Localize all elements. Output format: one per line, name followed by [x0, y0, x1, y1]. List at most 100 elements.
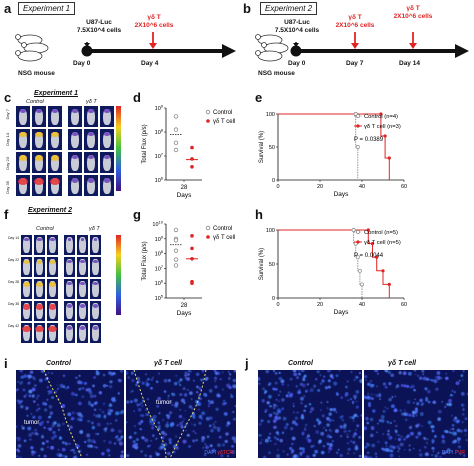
micro-j-treated-image: DAPI PVR [364, 370, 468, 458]
mouse-image-tile [34, 301, 45, 321]
control-step-marker [355, 145, 360, 149]
micro-j-legend-marker: PVR [454, 450, 465, 456]
mouse-image-tile [48, 175, 62, 196]
treated-point [190, 234, 194, 238]
treated-point [190, 165, 194, 169]
control-step-marker [355, 255, 360, 260]
panel-d-label: d [133, 90, 141, 105]
treated-point [190, 246, 194, 251]
micro-i-legend-dapi: DAPI [204, 450, 217, 456]
mouse-image-tile [100, 129, 114, 150]
control-survival-line [278, 229, 363, 298]
mouse-group-icon [255, 34, 289, 62]
treated-step-marker [381, 269, 385, 273]
micro-j-control-image [258, 370, 362, 458]
mouse-image-tile [68, 175, 82, 196]
y-tick-label: 109 [155, 104, 164, 113]
control-step-marker [351, 228, 356, 232]
treated-step-marker [387, 282, 391, 286]
y-tick-label: 109 [155, 234, 164, 243]
imaging-c-day-1: Day 14 [5, 133, 10, 146]
mouse-image-tile [77, 301, 88, 321]
microscopy-nuclei [16, 370, 124, 458]
mouse-image-tile [68, 152, 82, 173]
imaging-f-day-3: Day 35 [8, 302, 20, 306]
micro-j-treated: γδ T cell [388, 360, 417, 367]
control-point [173, 114, 179, 119]
exp2-day14: Day 14 [399, 60, 420, 67]
y-tick-label: 0 [272, 178, 275, 184]
legend-control-label: Control (n=4) [364, 114, 398, 120]
y-axis-label: Total Flux (p/s) [142, 241, 148, 280]
x-tick-label: 28 [181, 303, 188, 309]
day0-marker [81, 45, 93, 57]
p-value-label: P = 0.0389 [354, 137, 384, 143]
y-tick-label: 107 [155, 264, 164, 273]
microscopy-nuclei [258, 370, 362, 458]
colorscale-bar [116, 106, 121, 191]
panel-h-label: h [255, 207, 263, 222]
y-tick-label: 108 [155, 249, 164, 258]
mouse-image-tile [64, 323, 75, 343]
panel-a-label: a [4, 1, 12, 16]
mouse-image-tile [47, 257, 58, 277]
y-tick-label: 100 [266, 228, 275, 234]
control-point [173, 257, 179, 262]
mouse-image-tile [16, 175, 30, 196]
x-tick-label: 60 [401, 184, 407, 190]
mouse-image-tile [32, 106, 46, 127]
exp1-cells-line2: 7.5X10^4 cells [76, 27, 122, 34]
imaging-c-treated: γδ T [86, 99, 97, 105]
exp1-host: NSG mouse [18, 70, 55, 77]
mouse-image-tile [32, 129, 46, 150]
mouse-image-tile [16, 152, 30, 173]
mouse-image-tile [21, 235, 32, 255]
y-tick-label: 50 [269, 145, 275, 151]
x-tick-label: 0 [276, 184, 279, 190]
exp2-day0: Day 0 [288, 60, 306, 67]
legend-treated-label: γδ T cell (n=5) [364, 240, 401, 246]
x-tick-label: 28 [181, 185, 188, 191]
mouse-image-tile [48, 106, 62, 127]
legend-control-label: Control [213, 226, 232, 232]
mouse-image-tile [34, 279, 45, 299]
treated-point [190, 279, 194, 284]
x-axis-label: Days [177, 192, 193, 199]
mouse-image-tile [100, 152, 114, 173]
legend-treated-marker [206, 119, 210, 123]
imaging-c-day-2: Day 23 [5, 157, 10, 170]
chart-h: 0 50 100 0 20 40 60 Days Survival (%) Control (n=… [259, 228, 407, 316]
control-step-marker [360, 282, 364, 287]
imaging-c-day-0: Day 7 [5, 109, 10, 120]
control-point [173, 140, 179, 145]
micro-i-treated: γδ T cell [154, 360, 183, 367]
exp1-day0: Day 0 [73, 60, 91, 67]
panel-j-label: j [245, 356, 249, 371]
x-tick-label: 40 [359, 302, 365, 308]
mouse-image-tile [47, 301, 58, 321]
treated-step-marker [379, 112, 383, 116]
y-axis-label: Total Flux (p/s) [142, 124, 148, 163]
micro-i-legend-marker: γδTCR [217, 450, 233, 456]
mouse-group-icon [15, 34, 49, 62]
legend-control-label: Control (n=5) [364, 230, 398, 236]
panel-i-label: i [4, 356, 8, 371]
mouse-image-tile [47, 323, 58, 343]
mouse-image-tile [90, 279, 101, 299]
control-point [173, 227, 179, 233]
micro-i-treated-image: tumor DAPI γδTCR [126, 370, 236, 458]
treated-step-marker [387, 156, 391, 160]
mouse-image-tile [48, 152, 62, 173]
imaging-f-grid [21, 235, 101, 350]
x-tick-label: 20 [317, 184, 323, 190]
y-tick-label: 1010 [152, 220, 163, 229]
chart-e: 0 50 100 0 20 40 60 Days Survival (%) Control (n=… [259, 112, 407, 198]
mouse-image-tile [90, 257, 101, 277]
imaging-f: Experiment 2 Control γδ T [16, 207, 128, 347]
mouse-image-tile [32, 152, 46, 173]
imaging-f-day-0: Day 14 [8, 236, 20, 240]
p-value-label: P = 0.0044 [354, 253, 384, 259]
exp2-day7: Day 7 [346, 60, 364, 67]
exp2-gd1-line2: 2X10^6 cells [335, 22, 375, 29]
